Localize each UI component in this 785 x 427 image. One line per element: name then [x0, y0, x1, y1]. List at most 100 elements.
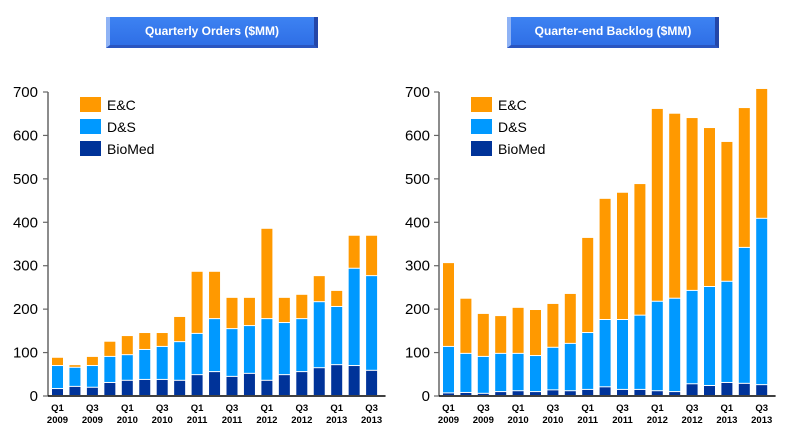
x-tick-label-quarter: Q3: [226, 403, 239, 414]
x-tick-label-year: 2013: [326, 415, 347, 426]
bar-ec-9: [599, 198, 611, 319]
x-tick-label-quarter: Q3: [86, 403, 99, 414]
x-tick-label-year: 2009: [473, 415, 494, 426]
x-tick-label-year: 2012: [256, 415, 277, 426]
legend-swatch-biomed: [80, 141, 101, 156]
x-tick-label-quarter: Q3: [616, 403, 629, 414]
bar-ec-13: [669, 113, 681, 298]
legend-label-ec: E&C: [107, 97, 136, 113]
bar-ds-13: [669, 298, 681, 392]
bar-ec-14: [296, 294, 308, 319]
bar-biomed-14: [686, 384, 698, 395]
bar-biomed-5: [139, 379, 151, 395]
x-tick-label-quarter: Q3: [547, 403, 560, 414]
y-tick-label: 400: [405, 214, 430, 231]
bar-ds-10: [617, 320, 628, 389]
bar-ec-5: [139, 333, 151, 349]
bar-ec-12: [261, 228, 273, 319]
bar-ds-11: [243, 326, 255, 373]
bar-ds-10: [226, 329, 238, 376]
x-tick-label-year: 2011: [222, 415, 243, 426]
y-tick-label: 300: [405, 258, 430, 275]
y-tick-label: 200: [405, 301, 430, 318]
bar-ds-15: [704, 286, 715, 386]
x-tick-label-quarter: Q1: [330, 403, 343, 414]
bar-biomed-8: [582, 389, 594, 395]
bar-ds-17: [738, 247, 750, 383]
bar-biomed-13: [669, 392, 681, 395]
bar-ds-1: [69, 367, 81, 386]
bar-ec-7: [564, 293, 576, 343]
bar-biomed-9: [209, 372, 221, 395]
legend-label-ec: E&C: [498, 97, 527, 113]
bar-ds-4: [121, 355, 133, 380]
legend-label-biomed: BioMed: [498, 141, 545, 157]
bar-biomed-18: [756, 385, 768, 395]
bar-biomed-6: [547, 390, 559, 395]
x-tick-label-year: 2012: [647, 415, 668, 426]
x-tick-label-quarter: Q1: [442, 403, 455, 414]
x-tick-label-year: 2010: [152, 415, 173, 426]
y-tick-label: 600: [13, 127, 38, 144]
bar-ec-6: [547, 303, 559, 347]
x-tick-label-year: 2011: [612, 415, 633, 426]
bar-biomed-4: [512, 391, 524, 395]
y-tick-label: 500: [13, 171, 38, 188]
bar-biomed-18: [366, 370, 378, 395]
bar-ec-12: [651, 108, 663, 301]
bar-ec-0: [443, 263, 454, 346]
bar-ds-0: [52, 366, 63, 389]
x-tick-label-quarter: Q1: [121, 403, 134, 414]
bar-biomed-17: [348, 366, 360, 395]
legend-label-biomed: BioMed: [107, 141, 154, 157]
y-tick-label: 400: [13, 214, 38, 231]
bar-ds-8: [191, 333, 203, 375]
bar-ec-1: [460, 298, 472, 353]
x-tick-label-quarter: Q1: [191, 403, 204, 414]
bar-biomed-10: [226, 376, 238, 395]
x-tick-label-quarter: Q1: [721, 403, 734, 414]
x-tick-label-year: 2009: [438, 415, 459, 426]
x-tick-label-quarter: Q3: [365, 403, 378, 414]
bar-ds-7: [564, 343, 576, 391]
bar-ds-0: [443, 346, 454, 393]
x-tick-label-quarter: Q3: [477, 403, 490, 414]
x-tick-label-year: 2010: [117, 415, 138, 426]
y-tick-label: 700: [13, 84, 38, 101]
bar-biomed-15: [704, 386, 715, 395]
bar-ec-10: [226, 297, 238, 329]
bar-biomed-15: [313, 368, 325, 395]
x-tick-label-year: 2012: [291, 415, 312, 426]
x-tick-label-quarter: Q1: [51, 403, 64, 414]
bar-biomed-17: [738, 383, 750, 395]
bar-biomed-0: [52, 389, 63, 395]
legend-swatch-ec: [471, 97, 492, 112]
x-tick-label-quarter: Q1: [261, 403, 274, 414]
bar-ec-17: [738, 108, 750, 247]
bar-ec-3: [104, 341, 116, 356]
bar-biomed-5: [530, 392, 541, 395]
bar-biomed-1: [460, 392, 472, 395]
bar-biomed-10: [617, 389, 628, 395]
bar-ec-1: [69, 365, 81, 367]
bar-biomed-3: [104, 382, 116, 395]
x-tick-label-year: 2009: [82, 415, 103, 426]
y-tick-label: 0: [422, 388, 430, 405]
bar-ds-5: [139, 349, 151, 379]
bar-biomed-13: [278, 375, 290, 395]
bar-biomed-6: [156, 379, 168, 395]
y-tick-label: 700: [405, 84, 430, 101]
bar-biomed-2: [477, 393, 489, 395]
bar-biomed-14: [296, 372, 308, 395]
legend-swatch-ds: [471, 119, 492, 134]
bar-ec-10: [617, 192, 628, 319]
bar-ds-13: [278, 323, 290, 375]
bar-ec-8: [191, 271, 203, 333]
y-tick-label: 300: [13, 258, 38, 275]
legend-swatch-ds: [80, 119, 101, 134]
bar-ds-16: [721, 281, 733, 382]
bar-biomed-8: [191, 375, 203, 395]
bar-ds-16: [331, 306, 343, 365]
bar-ec-11: [243, 297, 255, 326]
